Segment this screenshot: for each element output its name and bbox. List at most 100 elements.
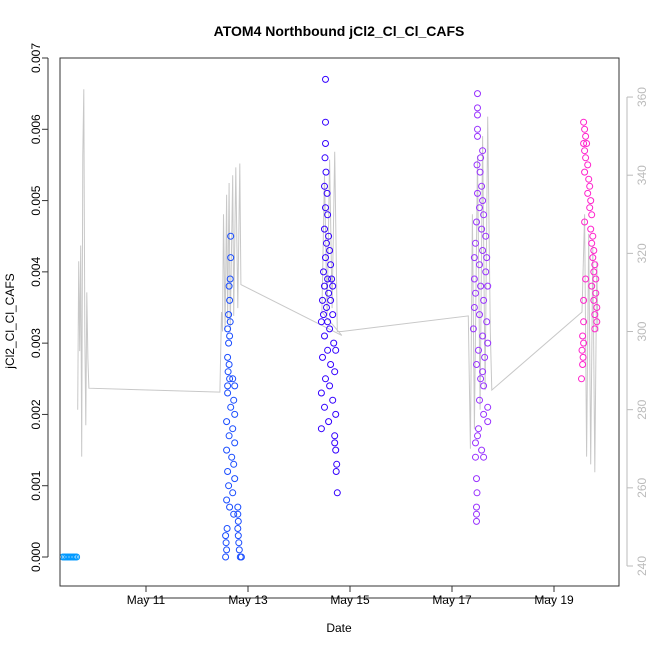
data-point-flight-3 xyxy=(330,339,338,347)
data-point-flight-5 xyxy=(583,140,591,147)
y2-tick-label: 240 xyxy=(635,556,649,576)
data-point-flight-3 xyxy=(323,189,331,197)
data-point-flight-3 xyxy=(321,403,328,411)
data-point-flight-5 xyxy=(580,339,588,347)
data-point-flight-4 xyxy=(480,382,488,390)
data-point-flight-4 xyxy=(481,353,489,361)
data-point-flight-4 xyxy=(479,332,487,340)
data-point-flight-5 xyxy=(580,318,588,326)
data-point-flight-2 xyxy=(227,403,235,411)
data-point-flight-5 xyxy=(582,154,590,162)
data-point-flight-3 xyxy=(322,375,329,383)
data-point-flight-2 xyxy=(223,446,231,454)
data-point-flight-3 xyxy=(332,346,340,354)
data-point-flight-3 xyxy=(331,368,339,376)
data-point-flight-3 xyxy=(322,254,329,262)
data-point-flight-4 xyxy=(477,282,485,290)
data-point-flight-2 xyxy=(226,375,234,383)
data-point-flight-4 xyxy=(472,239,479,247)
data-point-flight-3 xyxy=(333,489,341,497)
data-point-flight-4 xyxy=(475,425,482,433)
data-point-flight-4 xyxy=(484,339,492,347)
secondary-line-layer xyxy=(77,89,599,473)
data-point-flight-5 xyxy=(589,254,597,262)
data-point-flight-2 xyxy=(222,553,230,561)
data-point-flight-5 xyxy=(587,197,595,205)
data-point-flight-4 xyxy=(473,489,481,497)
chart-title: ATOM4 Northbound jCl2_Cl_Cl_CAFS xyxy=(214,23,465,39)
data-point-flight-2 xyxy=(225,339,233,347)
data-point-flight-5 xyxy=(588,211,596,219)
data-point-flight-2 xyxy=(225,482,233,490)
data-point-flight-4 xyxy=(478,225,486,233)
data-point-flight-5 xyxy=(590,268,598,276)
data-point-flight-5 xyxy=(586,204,594,212)
data-point-flight-5 xyxy=(584,161,592,169)
data-point-flight-4 xyxy=(472,453,479,461)
data-point-flight-5 xyxy=(593,304,601,311)
data-point-flight-3 xyxy=(322,118,329,126)
data-point-flight-3 xyxy=(323,239,330,247)
data-point-flight-2 xyxy=(226,503,234,511)
data-point-flight-5 xyxy=(582,132,590,140)
plot-frame xyxy=(59,57,620,587)
data-point-flight-2 xyxy=(235,539,243,547)
y2-tick-label: 260 xyxy=(635,478,649,498)
data-point-flight-5 xyxy=(591,311,599,319)
data-point-flight-2 xyxy=(222,532,230,540)
data-point-flight-4 xyxy=(479,247,487,254)
data-point-flight-4 xyxy=(472,289,479,297)
data-point-flight-2 xyxy=(226,296,234,304)
data-point-flight-2 xyxy=(225,361,233,368)
data-point-flight-3 xyxy=(333,460,341,468)
data-point-flight-2 xyxy=(229,489,237,497)
data-point-flight-5 xyxy=(579,332,587,340)
data-point-flight-2 xyxy=(229,375,237,383)
data-point-flight-3 xyxy=(322,140,329,147)
data-point-flight-4 xyxy=(480,296,488,304)
data-point-flight-4 xyxy=(479,368,487,376)
data-point-flight-4 xyxy=(474,104,481,112)
data-point-flight-4 xyxy=(473,510,480,518)
data-point-flight-2 xyxy=(234,532,242,540)
data-point-flight-5 xyxy=(584,189,592,197)
data-point-flight-5 xyxy=(581,168,589,176)
data-point-flight-3 xyxy=(325,418,333,426)
data-point-flight-3 xyxy=(319,353,326,361)
data-point-flight-2 xyxy=(223,546,231,554)
data-point-flight-4 xyxy=(482,232,490,240)
data-point-flight-4 xyxy=(484,282,492,290)
y-tick-label: 0.005 xyxy=(29,185,43,215)
data-point-flight-4 xyxy=(478,182,486,190)
data-point-flight-2 xyxy=(226,332,234,340)
data-point-flight-3 xyxy=(322,168,330,176)
data-point-flight-3 xyxy=(322,204,329,212)
data-point-flight-2 xyxy=(225,282,233,290)
data-point-flight-2 xyxy=(224,353,232,361)
data-point-flight-3 xyxy=(317,389,325,397)
data-point-flight-3 xyxy=(327,261,335,269)
data-point-flight-5 xyxy=(580,296,588,304)
data-point-flight-4 xyxy=(473,218,480,226)
data-point-flight-5 xyxy=(592,289,600,297)
data-point-flight-2 xyxy=(223,496,231,504)
data-point-flight-5 xyxy=(590,247,598,254)
x-tick-label: May 11 xyxy=(127,593,166,607)
data-point-flight-4 xyxy=(474,125,481,133)
data-point-flight-2 xyxy=(225,311,233,319)
data-point-flight-4 xyxy=(474,432,481,440)
data-point-flight-5 xyxy=(581,218,589,226)
data-point-flight-3 xyxy=(327,361,335,368)
data-point-flight-5 xyxy=(579,353,587,361)
data-point-flight-3 xyxy=(321,282,328,290)
secondary-series-line xyxy=(77,89,599,473)
data-point-flight-1 xyxy=(73,553,81,561)
data-point-flight-4 xyxy=(470,304,478,311)
data-point-flight-2 xyxy=(234,510,242,518)
data-point-flight-5 xyxy=(591,261,599,269)
data-point-flight-3 xyxy=(332,468,340,475)
data-point-flight-4 xyxy=(476,204,483,212)
points-layer xyxy=(59,75,601,561)
data-point-flight-5 xyxy=(593,318,601,326)
data-point-flight-3 xyxy=(326,325,334,333)
